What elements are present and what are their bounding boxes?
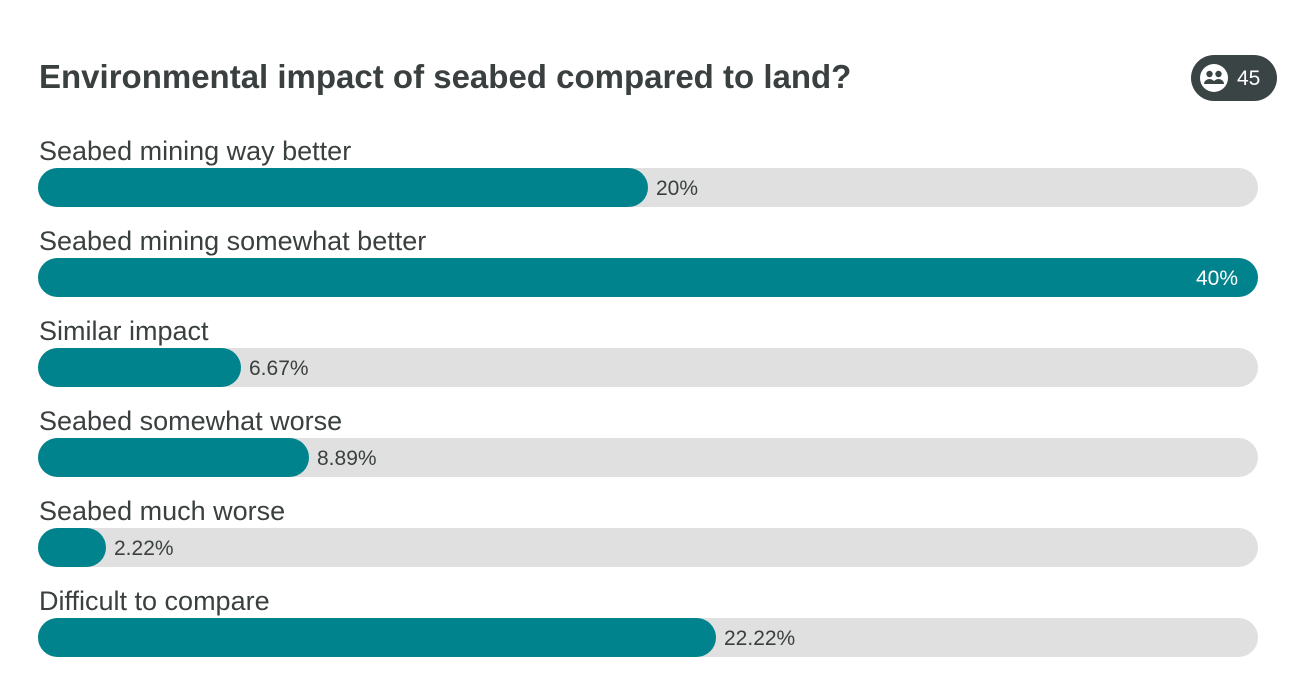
percent-label: 8.89%	[317, 447, 377, 470]
bar-track	[38, 258, 1258, 297]
percent-label: 2.22%	[114, 537, 174, 560]
option-label: Similar impact	[39, 316, 209, 346]
bar-track	[38, 438, 1258, 477]
people-icon	[1200, 64, 1228, 92]
participant-count: 45	[1237, 67, 1261, 90]
option-label: Seabed mining somewhat better	[39, 226, 427, 256]
result-bar	[38, 258, 1258, 297]
option-label: Seabed somewhat worse	[39, 406, 343, 436]
result-row: Seabed mining somewhat better 40%	[0, 225, 1314, 315]
percent-label: 40%	[1195, 267, 1238, 290]
result-row: Seabed mining way better 20%	[0, 135, 1314, 225]
participants-badge: 45	[1191, 55, 1277, 101]
result-bar	[38, 438, 309, 477]
result-row: Seabed much worse 2.22%	[0, 495, 1314, 585]
bar-track	[38, 528, 1258, 567]
option-label: Difficult to compare	[39, 586, 270, 616]
result-bar	[38, 168, 648, 207]
result-bar	[38, 618, 716, 657]
poll-title: Environmental impact of seabed compared …	[39, 58, 852, 95]
bar-track	[38, 618, 1258, 657]
option-label: Seabed mining way better	[39, 136, 352, 166]
percent-label: 20%	[656, 177, 699, 200]
bar-track	[38, 348, 1258, 387]
bar-track	[38, 168, 1258, 207]
result-row: Difficult to compare 22.22%	[0, 585, 1314, 675]
percent-label: 22.22%	[724, 627, 796, 650]
result-bar	[38, 348, 241, 387]
result-bar	[38, 528, 106, 567]
result-row: Similar impact 6.67%	[0, 315, 1314, 405]
option-label: Seabed much worse	[39, 496, 286, 526]
result-row: Seabed somewhat worse 8.89%	[0, 405, 1314, 495]
percent-label: 6.67%	[249, 357, 309, 380]
